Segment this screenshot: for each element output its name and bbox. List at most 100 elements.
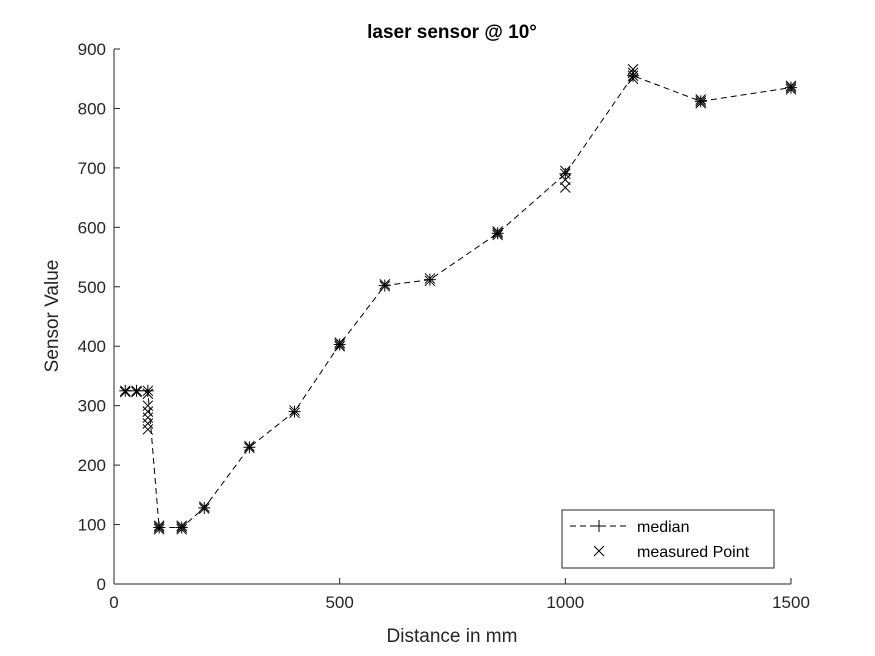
x-stroke-b: [176, 523, 188, 535]
measured-point: [119, 386, 131, 398]
x-stroke-b: [198, 501, 210, 513]
measured-point: [424, 273, 436, 284]
measured-point: [627, 70, 639, 82]
measured-point: [131, 386, 142, 398]
legend-measured-label: measured Point: [637, 544, 750, 561]
measured-point: [559, 182, 571, 193]
median-point: [288, 405, 301, 418]
measured-point: [492, 227, 503, 239]
x-stroke-b: [244, 442, 255, 454]
x-stroke-b: [695, 95, 707, 107]
y-tick-label: 0: [97, 575, 106, 594]
measured-point: [142, 412, 154, 423]
y-tick-label: 900: [78, 40, 106, 59]
x-stroke-b: [695, 97, 707, 109]
x-stroke-b: [142, 412, 154, 423]
chart-title: laser sensor @ 10°: [367, 22, 537, 43]
measured-point: [492, 226, 503, 237]
x-stroke-b: [142, 418, 154, 429]
x-stroke-b: [142, 385, 154, 397]
measured-point: [334, 339, 346, 350]
legend: median measured Point: [561, 509, 775, 569]
x-stroke-b: [492, 226, 503, 237]
measured-point: [334, 340, 346, 352]
x-stroke-b: [244, 440, 255, 452]
x-stroke-b: [627, 73, 639, 85]
measured-point: [142, 424, 154, 435]
x-stroke-b: [627, 67, 639, 79]
measured-point: [379, 279, 391, 290]
x-stroke-b: [142, 388, 154, 400]
measured-point: [131, 385, 142, 397]
measured-point: [244, 440, 255, 452]
x-stroke-b: [142, 400, 154, 412]
x-stroke-b: [153, 522, 165, 533]
x-stroke-b: [176, 520, 188, 532]
y-tick-label: 200: [78, 456, 106, 475]
measured-point: [627, 73, 639, 85]
x-stroke-b: [131, 386, 142, 398]
measured-point: [142, 385, 154, 397]
y-tick-label: 800: [78, 99, 106, 118]
plot-area: [119, 63, 797, 535]
x-stroke-b: [198, 503, 210, 514]
measured-point: [176, 523, 188, 535]
measured-point: [244, 442, 255, 454]
measured-point: [142, 418, 154, 429]
x-axis-label: Distance in mm: [387, 626, 518, 647]
x-stroke-b: [131, 385, 142, 397]
x-stroke-b: [785, 82, 797, 93]
legend-measured-marker: [593, 545, 605, 557]
measured-point: [559, 165, 571, 177]
x-tick-label: 0: [109, 593, 118, 612]
x-stroke-b: [334, 339, 346, 350]
x-stroke-b: [142, 406, 154, 417]
median-line: [125, 75, 792, 529]
median-point: [423, 273, 436, 286]
y-tick-label: 500: [78, 278, 106, 297]
y-tick-label: 400: [78, 337, 106, 356]
x-stroke-b: [289, 407, 300, 419]
measured-point: [289, 407, 300, 419]
x-stroke-b: [379, 279, 391, 290]
measured-point: [198, 503, 210, 514]
measured-point: [153, 523, 165, 535]
x-stroke-b: [559, 182, 571, 193]
measured-point: [379, 280, 391, 292]
x-stroke-b: [492, 227, 503, 239]
x-stroke-b: [559, 165, 571, 177]
measured-point: [153, 522, 165, 533]
legend-median-marker: [593, 520, 605, 532]
measured-point: [695, 94, 707, 105]
measured-point: [785, 82, 797, 93]
x-tick-label: 500: [325, 593, 353, 612]
x-stroke-b: [334, 340, 346, 352]
measured-point: [153, 520, 165, 532]
x-stroke-b: [424, 273, 436, 284]
y-tick-label: 100: [78, 516, 106, 535]
x-stroke-b: [153, 523, 165, 535]
x-stroke-b: [142, 424, 154, 435]
x-stroke-b: [785, 80, 797, 92]
x-stroke-b: [176, 522, 188, 533]
x-tick-label: 1000: [546, 593, 584, 612]
y-axis: 0 100 200 300 400 500 600 700 800 900: [78, 40, 120, 594]
measured-point: [695, 95, 707, 107]
x-stroke-b: [627, 70, 639, 82]
y-tick-label: 600: [78, 218, 106, 237]
legend-box: [561, 509, 775, 569]
x-stroke-b: [119, 386, 131, 398]
measured-point: [142, 388, 154, 400]
x-stroke-b: [153, 520, 165, 532]
x-stroke-b: [424, 275, 436, 287]
measured-point: [424, 275, 436, 287]
measured-point: [559, 174, 571, 186]
x-stroke-b: [492, 229, 503, 241]
measured-point: [142, 406, 154, 417]
x-axis: 0 500 1000 1500: [109, 578, 810, 612]
y-tick-label: 700: [78, 159, 106, 178]
measured-point: [119, 385, 131, 397]
x-stroke-b: [695, 94, 707, 105]
legend-median-label: median: [637, 519, 689, 536]
